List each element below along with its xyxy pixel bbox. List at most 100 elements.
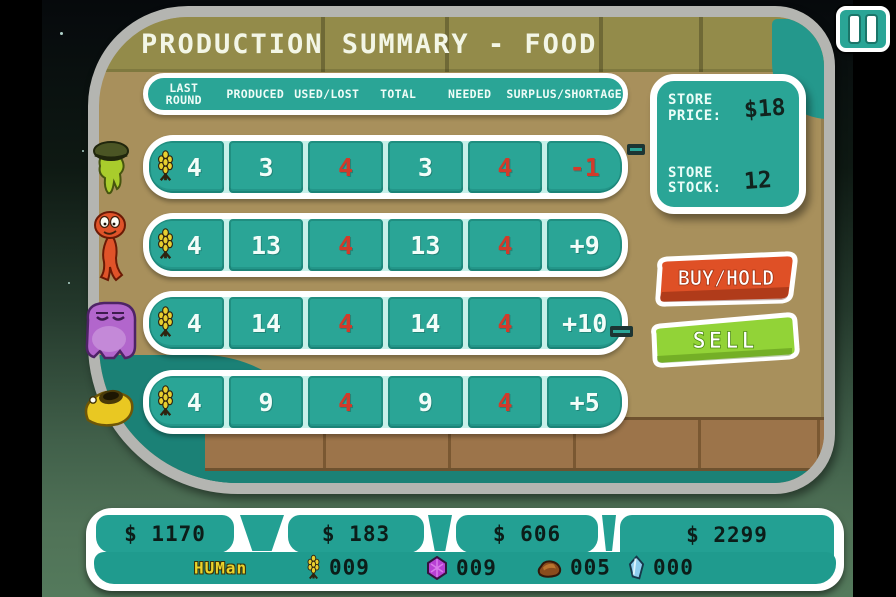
header-needed: NEEDED	[448, 86, 492, 101]
cell-total: 13	[388, 219, 463, 271]
needed-value: 4	[497, 308, 513, 338]
header-total: TOTAL	[380, 86, 417, 101]
buy-hold-button[interactable]: BUY/HOLD	[650, 250, 802, 308]
needed-value: 4	[497, 152, 513, 182]
cell-total: 3	[388, 141, 463, 193]
header-produced: PRODUCED	[226, 86, 285, 101]
surplus-value: +9	[569, 230, 600, 260]
tab-wedge-decor	[428, 515, 452, 551]
cell-last-round: 4	[149, 219, 224, 271]
table-row: 4 14 4 14 4 +10	[143, 291, 628, 355]
resource-value: 000	[653, 555, 694, 580]
surplus-value: +5	[569, 387, 600, 417]
cell-surplus: +10	[547, 297, 622, 349]
resource-gems: 009	[426, 555, 497, 581]
pause-button[interactable]	[836, 6, 890, 52]
header-surplus-shortage: SURPLUS/SHORTAGE	[506, 86, 622, 101]
wood-plank-line	[817, 420, 820, 468]
cell-surplus: -1	[547, 141, 622, 193]
table-row: 4 3 4 3 4 -1	[143, 135, 628, 199]
page-title: PRODUCTION SUMMARY - FOOD	[141, 29, 598, 60]
last-round-value: 4	[186, 230, 202, 260]
store-price-value: $18	[743, 94, 787, 124]
production-summary-panel: PRODUCTION SUMMARY - FOOD LAST ROUND PRO…	[88, 6, 835, 494]
pause-icon	[850, 16, 859, 42]
pause-icon	[867, 16, 876, 42]
table-header: LAST ROUND PRODUCED USED/LOST TOTAL NEED…	[143, 73, 628, 115]
cell-needed: 4	[467, 297, 543, 349]
panel-divider	[321, 17, 325, 72]
cell-produced: 14	[228, 297, 304, 349]
cell-used-lost: 4	[308, 297, 384, 349]
star	[82, 150, 84, 152]
red-alien-avatar	[84, 210, 136, 286]
produced-value: 9	[258, 387, 274, 417]
row-connector	[627, 144, 645, 155]
cell-surplus: +5	[547, 376, 622, 428]
last-round-value: 4	[186, 308, 202, 338]
faction-label: HUMan	[194, 558, 248, 578]
used-lost-value: 4	[338, 387, 354, 417]
header-used-lost: USED/LOST	[294, 86, 360, 101]
resource-food: 009	[306, 554, 370, 582]
resource-value: 009	[456, 555, 497, 580]
money-tab: $ 183	[288, 515, 424, 553]
money-value: $ 606	[492, 522, 562, 546]
produced-value: 13	[250, 230, 282, 260]
sell-button[interactable]: SELL	[646, 310, 802, 370]
surplus-value: +10	[562, 308, 608, 338]
resource-rock: 005	[536, 555, 611, 580]
money-tab: $ 606	[456, 515, 598, 553]
cell-used-lost: 4	[308, 376, 384, 428]
cell-produced: 3	[228, 141, 304, 193]
needed-value: 4	[497, 387, 513, 417]
cell-last-round: 4	[149, 141, 224, 193]
money-value: $ 1170	[124, 522, 206, 546]
resource-value: 009	[329, 555, 370, 580]
wheat-icon	[156, 384, 175, 420]
cell-last-round: 4	[149, 297, 224, 349]
table-row: 4 13 4 13 4 +9	[143, 213, 628, 277]
store-stock-row: STORE STOCK: 12	[668, 164, 790, 197]
row-connector	[610, 326, 633, 337]
cell-needed: 4	[467, 219, 543, 271]
panel-divider	[599, 17, 603, 72]
tab-wedge-decor	[240, 515, 284, 551]
used-lost-value: 4	[338, 152, 354, 182]
panel-divider	[445, 17, 449, 72]
yellow-alien-avatar	[80, 376, 138, 432]
buy-hold-label: BUY/HOLD	[678, 266, 774, 290]
wood-plank-line	[323, 420, 326, 468]
total-value: 3	[417, 152, 433, 182]
rock-icon	[536, 558, 562, 578]
used-lost-value: 4	[338, 230, 354, 260]
cell-needed: 4	[467, 376, 543, 428]
cell-surplus: +9	[547, 219, 622, 271]
last-round-value: 4	[186, 387, 202, 417]
resource-crystal: 000	[628, 555, 694, 581]
resource-row: HUMan 009 009 005 000	[94, 552, 836, 584]
header-last-round: LAST ROUND	[165, 80, 202, 107]
wheat-icon	[156, 305, 175, 341]
needed-value: 4	[497, 230, 513, 260]
panel-divider	[699, 17, 703, 72]
store-stock-label: STORE STOCK:	[668, 164, 722, 197]
green-alien-avatar	[84, 138, 138, 202]
tab-wedge-decor	[602, 515, 616, 551]
purple-alien-avatar	[78, 290, 142, 364]
store-stock-value: 12	[743, 167, 773, 196]
total-value: 13	[410, 230, 441, 260]
star	[68, 282, 70, 284]
cell-produced: 13	[228, 219, 304, 271]
total-value: 14	[410, 308, 441, 338]
money-value: $ 2299	[686, 523, 768, 547]
money-tab: $ 1170	[96, 515, 234, 553]
wood-plank-line	[448, 420, 451, 468]
status-bar: $ 1170 $ 183 $ 606 $ 2299 HUMan 009 009 …	[86, 508, 844, 591]
produced-value: 3	[258, 152, 274, 182]
store-price-row: STORE PRICE: $18	[668, 92, 790, 124]
wood-plank-line	[698, 420, 701, 468]
money-value: $ 183	[321, 522, 391, 546]
resource-value: 005	[570, 555, 611, 580]
